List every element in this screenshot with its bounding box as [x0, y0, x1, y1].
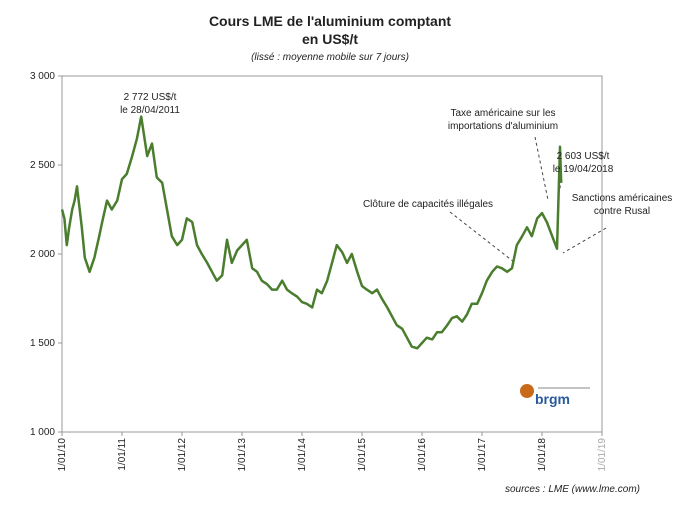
annotation: Sanctions américaines — [572, 193, 673, 204]
x-tick-label: 1/01/16 — [417, 438, 428, 472]
y-tick-label: 1 500 — [30, 338, 55, 349]
x-tick-label: 1/01/13 — [237, 438, 248, 472]
x-tick-label: 1/01/11 — [117, 438, 128, 471]
x-tick-label: 1/01/10 — [57, 438, 68, 472]
line-series — [60, 115, 563, 350]
chart-subtitle: (lissé : moyenne mobile sur 7 jours) — [251, 52, 409, 63]
annotation: le 28/04/2011 — [120, 105, 180, 116]
annotation: Clôture de capacités illégales — [363, 199, 493, 210]
logo-text: brgm — [535, 391, 570, 407]
chart-title: en US$/t — [302, 31, 358, 47]
y-tick-label: 1 000 — [30, 427, 55, 438]
x-tick-label: 1/01/15 — [357, 438, 368, 472]
annotation: importations d'aluminium — [448, 121, 558, 132]
x-tick-label: 1/01/12 — [177, 438, 188, 472]
x-tick-label: 1/01/17 — [477, 438, 488, 472]
chart-title: Cours LME de l'aluminium comptant — [209, 13, 451, 29]
annotation: 2 603 US$/t — [557, 151, 610, 162]
y-tick-label: 3 000 — [30, 71, 55, 82]
annotation: contre Rusal — [594, 206, 650, 217]
y-tick-label: 2 500 — [30, 160, 55, 171]
annotation: Taxe américaine sur les — [450, 108, 555, 119]
x-tick-label: 1/01/14 — [297, 438, 308, 472]
annotation: 2 772 US$/t — [124, 92, 177, 103]
x-tick-label: 1/01/19 — [597, 438, 608, 472]
annotation: le 19/04/2018 — [553, 164, 614, 175]
x-tick-label: 1/01/18 — [537, 438, 548, 472]
y-tick-label: 2 000 — [30, 249, 55, 260]
source: sources : LME (www.lme.com) — [505, 484, 640, 495]
logo: brgm — [520, 384, 590, 407]
